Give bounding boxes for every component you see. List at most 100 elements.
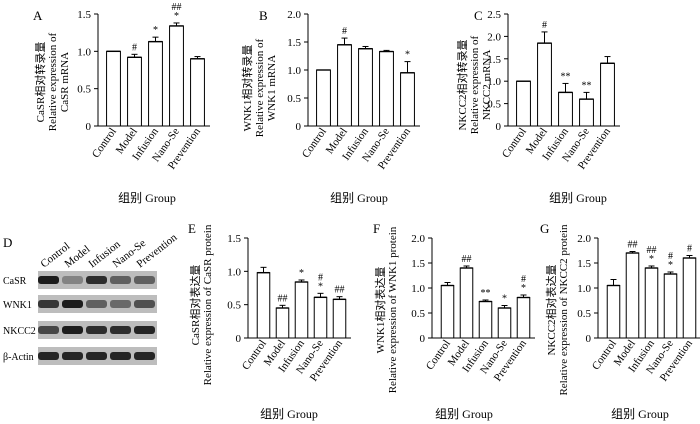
y-tick-label: 1.0 (577, 283, 591, 295)
y-axis-label: CaSR相对表达量 Relative expression of CaSR pr… (188, 224, 214, 385)
y-tick-label: 2.0 (487, 31, 501, 43)
blot-band (134, 276, 155, 284)
blot-band (38, 300, 59, 308)
y-tick-label: 2.0 (411, 233, 425, 245)
panel-a: A 00.51.01.5Control#Model*Infusion##*Nan… (33, 2, 210, 205)
y-tick-label: 1.0 (227, 266, 241, 278)
y-axis-label-line: WNK1 mRNA (266, 55, 278, 121)
bar (106, 50, 121, 127)
panel-label: B (259, 8, 268, 23)
y-tick-label: 0.5 (227, 300, 241, 312)
category-label: Control (424, 338, 453, 372)
y-axis-label-line: Relative expression of CaSR protein (202, 224, 214, 385)
blot-band (86, 352, 107, 360)
y-tick-label: 2.0 (287, 9, 301, 21)
y-tick-label: 1.5 (411, 258, 425, 270)
blot-band (62, 276, 83, 284)
category-label: Control (300, 126, 329, 160)
blot-band (38, 326, 59, 334)
significance-mark: ** (481, 288, 491, 299)
panel-label: F (373, 221, 380, 236)
significance-mark: * (521, 283, 526, 294)
bar (337, 44, 352, 127)
panel-label: A (33, 8, 43, 23)
panel-d: D ControlModelInfusionNano-SePrevention … (3, 231, 180, 365)
significance-mark: # (668, 251, 673, 262)
significance-mark: # (521, 274, 526, 285)
significance-mark: ** (561, 71, 571, 82)
y-axis-label-line: CaSR相对表达量 (188, 265, 202, 346)
blot-band (134, 300, 155, 308)
y-tick-label: 0.5 (287, 93, 301, 105)
category-label: Control (590, 338, 619, 372)
y-tick-label: 1.0 (411, 283, 425, 295)
y-tick-label: 0.5 (411, 308, 425, 320)
blot-band (134, 352, 155, 360)
significance-mark: ## (647, 245, 657, 256)
panel-b: B 00.51.01.52.0Control#ModelInfusionNano… (240, 8, 420, 205)
bar-chart: 00.51.01.52.0Control##Model##*Infusion#*… (577, 233, 700, 384)
bar (358, 48, 373, 127)
y-axis-label-line: CaSR相对转录量 (33, 42, 47, 123)
blot-row-label: CaSR (3, 276, 27, 287)
y-tick-label: 0 (496, 121, 502, 133)
significance-mark: ** (582, 80, 592, 91)
bar (400, 72, 415, 127)
significance-mark: ## (462, 254, 472, 265)
x-axis-label: 组别 Group (260, 407, 318, 421)
blot-band (38, 352, 59, 360)
y-axis-label-line: Relative expression of NKCC2 protein (558, 224, 570, 396)
panel-label: G (540, 221, 549, 236)
significance-mark: * (153, 25, 158, 36)
bar (440, 285, 455, 339)
bar (600, 62, 615, 127)
panel-g: G 00.51.01.52.0Control##Model##*Infusion… (540, 221, 700, 421)
y-axis-label-line: Relative expression of WNK1 protein (387, 226, 399, 393)
x-axis-label: 组别 Group (611, 407, 669, 421)
x-axis-label: 组别 Group (435, 407, 493, 421)
panel-label: D (3, 235, 12, 250)
bar (478, 301, 493, 339)
blot-band (110, 326, 131, 334)
bar (332, 298, 347, 339)
bar (558, 91, 573, 127)
y-tick-label: 1.0 (287, 65, 301, 77)
significance-mark: # (342, 26, 347, 37)
blot-band (62, 352, 83, 360)
x-axis-label: 组别 Group (330, 191, 388, 205)
blot-band (134, 326, 155, 334)
bar (606, 285, 621, 339)
bar-chart: 00.51.01.52.0Control##Model**Infusion*Na… (411, 233, 535, 384)
category-label: Control (500, 126, 529, 160)
bar (537, 42, 552, 127)
bar-chart: 00.51.01.52.02.5Control#Model**Infusion*… (487, 9, 620, 172)
y-tick-label: 0 (296, 121, 302, 133)
blot-band (110, 300, 131, 308)
y-tick-label: 1.5 (77, 9, 91, 21)
y-tick-label: 1.5 (487, 54, 501, 66)
blot-band (86, 300, 107, 308)
y-tick-label: 1.5 (227, 233, 241, 245)
bar (379, 51, 394, 127)
blot-band (110, 352, 131, 360)
bar (169, 25, 184, 127)
bar (148, 41, 163, 127)
y-axis-label-line: NKCC2相对转录量 (455, 39, 469, 130)
y-tick-label: 0.5 (487, 99, 501, 111)
panel-f: F 00.51.01.52.0Control##Model**Infusion*… (373, 221, 535, 421)
x-axis-label: 组别 Group (549, 191, 607, 205)
y-axis-label-line: Relative expression of (469, 35, 481, 134)
y-tick-label: 0.5 (577, 308, 591, 320)
y-axis-label-line: WNK1相对表达量 (373, 267, 387, 354)
y-axis-label-line: NKCC2 mRNA (481, 50, 493, 121)
significance-mark: * (649, 254, 654, 265)
bar (497, 307, 512, 339)
y-axis-label: NKCC2相对表达量 Relative expression of NKCC2 … (544, 224, 570, 396)
y-tick-label: 0.5 (77, 84, 91, 96)
bar (294, 281, 309, 339)
bar-chart: 00.51.01.52.0Control#ModelInfusionNano-S… (287, 9, 420, 172)
y-tick-label: 1.0 (487, 76, 501, 88)
y-tick-label: 2.0 (577, 233, 591, 245)
panel-label: E (188, 221, 196, 236)
